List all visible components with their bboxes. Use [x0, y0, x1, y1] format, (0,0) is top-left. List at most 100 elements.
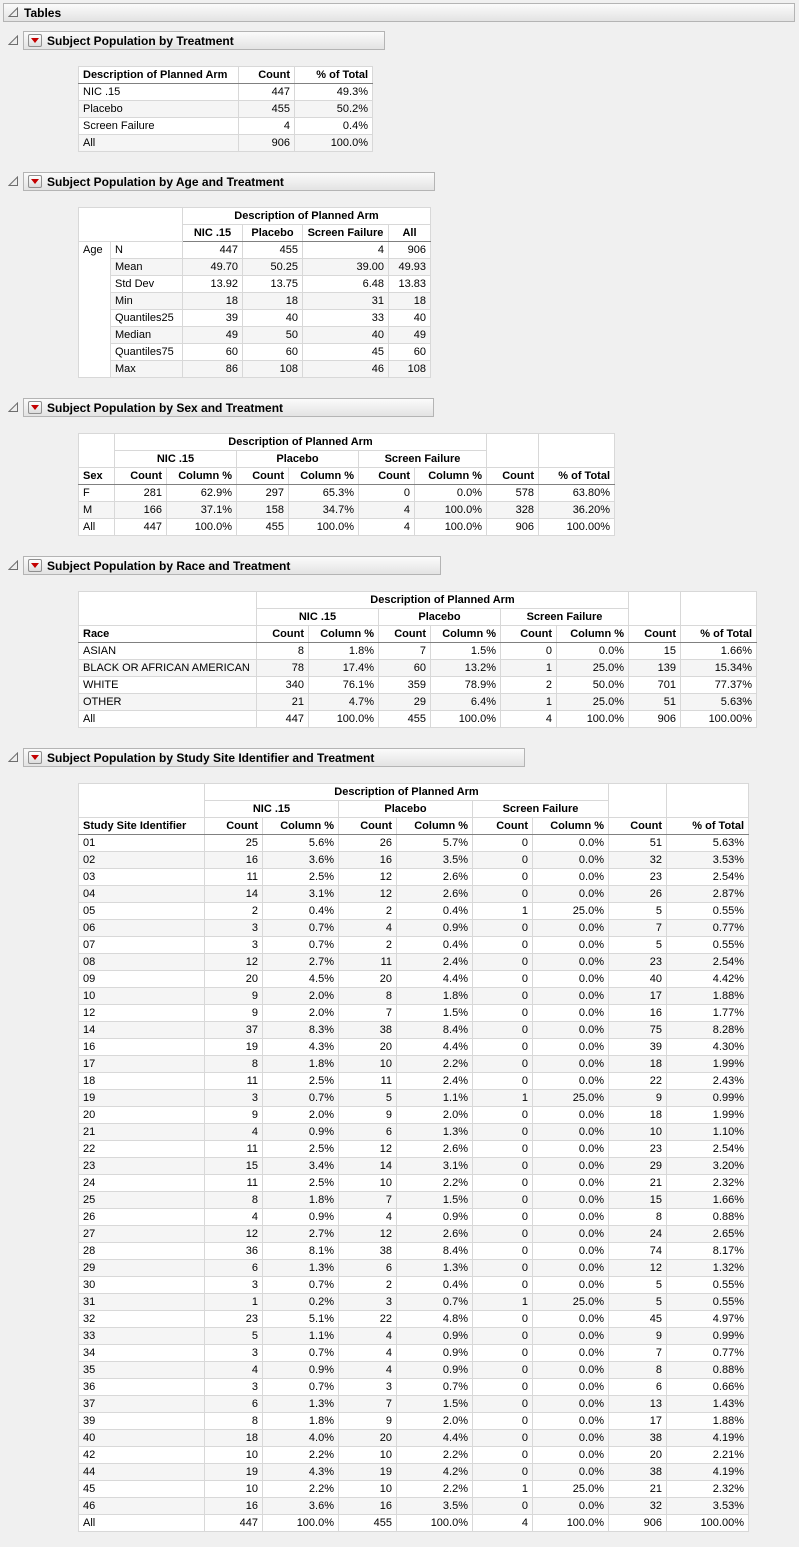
- red-triangle-menu-button[interactable]: [28, 751, 42, 764]
- data-cell: 60: [182, 343, 243, 361]
- column-header-cell: Screen Failure: [358, 450, 487, 468]
- red-triangle-menu-button[interactable]: [28, 175, 42, 188]
- data-cell: 39: [78, 1412, 205, 1430]
- data-cell: 0: [472, 970, 533, 988]
- data-cell: 0.55%: [666, 902, 749, 920]
- data-cell: 4: [204, 1123, 263, 1141]
- table-row: 26 4 0.9% 4 0.9% 0 0.0% 8 0.88%: [78, 1208, 749, 1226]
- table-row: Std Dev 13.92 13.75 6.48 13.83: [79, 275, 431, 293]
- data-cell: 0.7%: [396, 1378, 473, 1396]
- data-cell: 51: [608, 834, 667, 852]
- data-cell: 2.87%: [666, 885, 749, 903]
- data-cell: 26: [78, 1208, 205, 1226]
- data-cell: All: [78, 518, 115, 536]
- column-header-cell: [608, 783, 667, 818]
- data-cell: 8: [204, 1191, 263, 1209]
- data-cell: 24: [608, 1225, 667, 1243]
- data-cell: 0.0%: [532, 868, 609, 886]
- table-row: Screen Failure 4 0.4%: [78, 117, 373, 135]
- table-row: All 447 100.0% 455 100.0% 4 100.0% 906 100.00%: [78, 710, 757, 728]
- data-cell: 50: [242, 326, 303, 344]
- data-cell: 0.9%: [262, 1361, 339, 1379]
- data-cell: 455: [238, 100, 295, 118]
- data-cell: 12: [204, 953, 263, 971]
- data-cell: 0: [472, 1072, 533, 1090]
- column-header-cell: [78, 783, 205, 818]
- disclosure-triangle-icon[interactable]: [8, 402, 19, 413]
- table-row: 46 16 3.6% 16 3.5% 0 0.0% 32 3.53%: [78, 1497, 749, 1515]
- column-header-cell: Race: [78, 625, 257, 643]
- disclosure-triangle-icon[interactable]: [8, 176, 19, 187]
- data-cell: 2.6%: [396, 885, 473, 903]
- data-cell: 0.9%: [396, 1208, 473, 1226]
- data-cell: 2: [338, 1276, 397, 1294]
- data-cell: 0: [472, 1446, 533, 1464]
- data-cell: 0.7%: [262, 919, 339, 937]
- data-cell: 297: [236, 484, 289, 502]
- data-cell: 0.7%: [262, 936, 339, 954]
- data-cell: 04: [78, 885, 205, 903]
- data-cell: 24: [78, 1174, 205, 1192]
- data-cell: 38: [608, 1463, 667, 1481]
- table-row: 06 3 0.7% 4 0.9% 0 0.0% 7 0.77%: [78, 919, 749, 937]
- data-cell: 447: [182, 241, 243, 259]
- data-cell: 25.0%: [556, 693, 629, 711]
- data-cell: 12: [338, 885, 397, 903]
- data-cell: 7: [338, 1191, 397, 1209]
- column-header-cell: % of Total: [538, 467, 615, 485]
- red-triangle-icon: [31, 38, 39, 43]
- table-row: 20 9 2.0% 9 2.0% 0 0.0% 18 1.99%: [78, 1106, 749, 1124]
- data-cell: 0.0%: [532, 1106, 609, 1124]
- data-cell: 906: [238, 134, 295, 152]
- data-cell: 0.0%: [532, 851, 609, 869]
- disclosure-triangle-icon[interactable]: [8, 752, 19, 763]
- data-cell: 158: [236, 501, 289, 519]
- data-cell: 8: [204, 1055, 263, 1073]
- data-cell: 31: [78, 1293, 205, 1311]
- data-cell: 3: [204, 1276, 263, 1294]
- subject-population-by-treatment-table: Description of Planned Arm Count% of Tota…: [78, 66, 373, 152]
- data-cell: 19: [78, 1089, 205, 1107]
- data-cell: 0.99%: [666, 1327, 749, 1345]
- table-row: 01 25 5.6% 26 5.7% 0 0.0% 51 5.63%: [78, 834, 749, 852]
- data-cell: 100.00%: [538, 518, 615, 536]
- data-cell: 3: [204, 1089, 263, 1107]
- data-cell: 578: [486, 484, 539, 502]
- table-row: Median 49 50 40 49: [79, 326, 431, 344]
- data-cell: 2.6%: [396, 1140, 473, 1158]
- red-triangle-menu-button[interactable]: [28, 401, 42, 414]
- data-cell: 18: [182, 292, 243, 310]
- table-row: Max 86 108 46 108: [79, 360, 431, 378]
- table-row: 45 10 2.2% 10 2.2% 1 25.0% 21 2.32%: [78, 1480, 749, 1498]
- data-cell: 63.80%: [538, 484, 615, 502]
- data-cell: 108: [388, 360, 431, 378]
- data-cell: 1.3%: [396, 1259, 473, 1277]
- data-cell: 45: [302, 343, 389, 361]
- data-cell: 40: [242, 309, 303, 327]
- data-cell: 0.9%: [396, 1344, 473, 1362]
- disclosure-triangle-icon[interactable]: [8, 560, 19, 571]
- data-cell: 40: [78, 1429, 205, 1447]
- red-triangle-menu-button[interactable]: [28, 34, 42, 47]
- data-cell: 4: [472, 1514, 533, 1532]
- data-cell: 49.93: [388, 258, 431, 276]
- column-header-cell: NIC .15: [256, 608, 379, 626]
- data-cell: 9: [204, 1106, 263, 1124]
- data-cell: 33: [78, 1327, 205, 1345]
- data-cell: 0.0%: [532, 987, 609, 1005]
- data-cell: 0: [472, 1174, 533, 1192]
- data-cell: 0: [472, 1021, 533, 1039]
- data-cell: 39: [182, 309, 243, 327]
- data-cell: 60: [242, 343, 303, 361]
- data-cell: 0.9%: [396, 1327, 473, 1345]
- disclosure-triangle-icon[interactable]: [8, 7, 19, 18]
- disclosure-triangle-icon[interactable]: [8, 35, 19, 46]
- data-cell: 108: [242, 360, 303, 378]
- data-cell: 1.77%: [666, 1004, 749, 1022]
- outline-title-bar: Subject Population by Age and Treatment: [23, 172, 435, 191]
- data-cell: 455: [378, 710, 431, 728]
- red-triangle-menu-button[interactable]: [28, 559, 42, 572]
- data-cell: 701: [628, 676, 681, 694]
- data-cell: 14: [78, 1021, 205, 1039]
- data-cell: Min: [110, 292, 183, 310]
